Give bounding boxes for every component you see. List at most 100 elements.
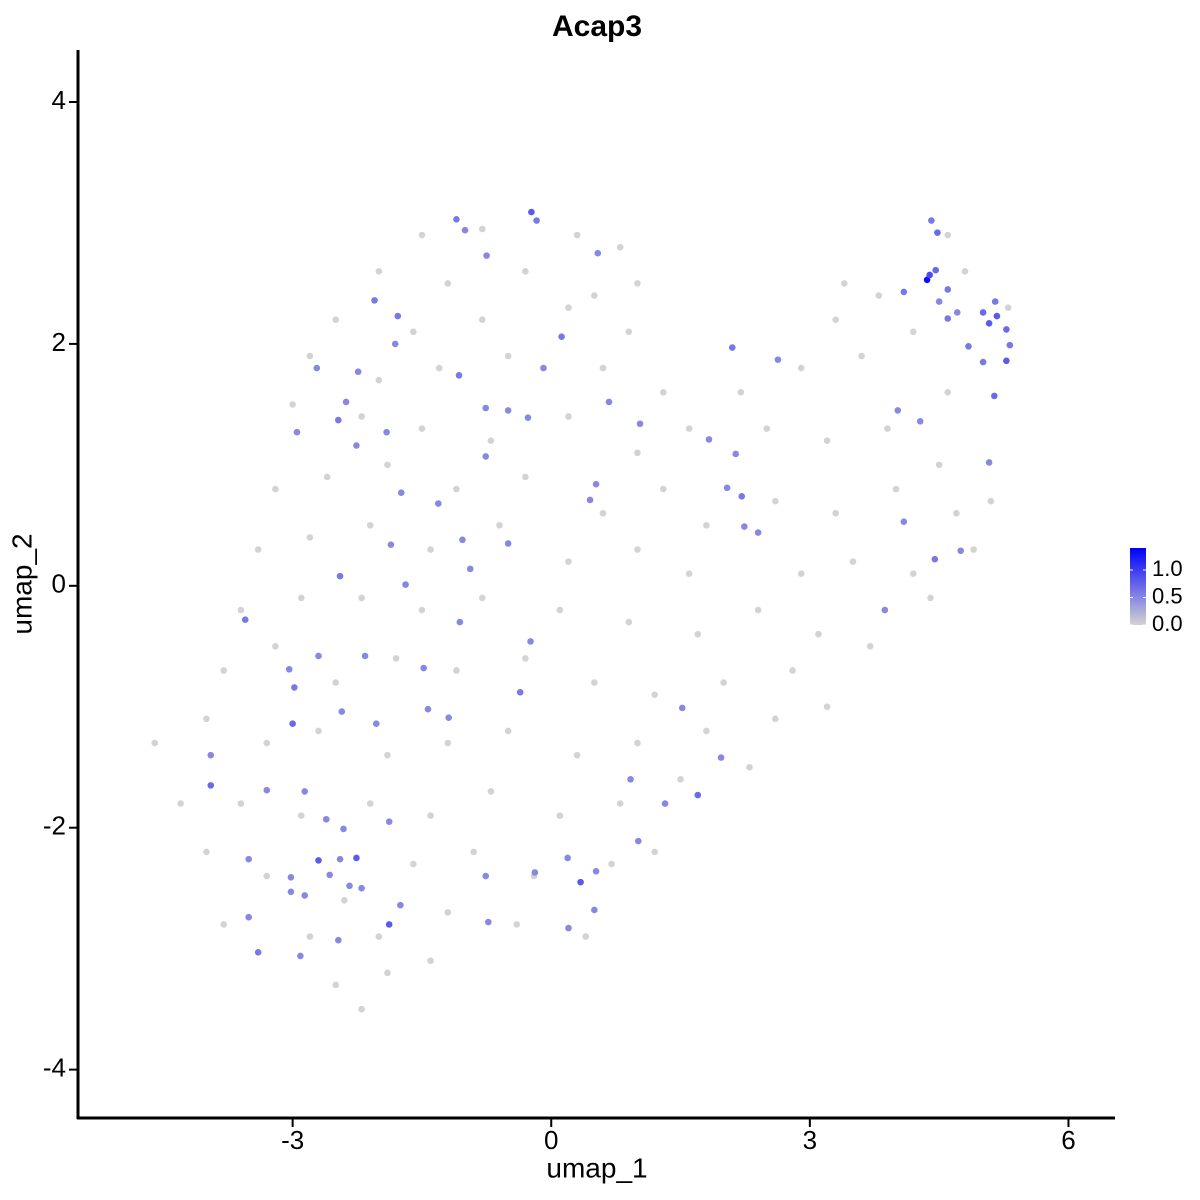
point — [338, 708, 346, 715]
point — [823, 437, 831, 444]
point — [254, 948, 262, 956]
point — [592, 480, 600, 488]
point — [932, 266, 940, 274]
point — [483, 252, 490, 259]
point — [985, 320, 993, 327]
point — [366, 522, 374, 529]
point — [420, 664, 427, 672]
point — [335, 936, 342, 944]
point — [522, 655, 529, 662]
point — [961, 268, 969, 275]
point — [241, 616, 249, 623]
point — [394, 312, 402, 320]
point — [207, 751, 215, 759]
point — [293, 428, 301, 436]
color-tick-label: 1.0 — [1152, 556, 1183, 581]
point — [625, 328, 633, 336]
point — [427, 957, 434, 965]
point — [285, 665, 293, 673]
point — [291, 684, 298, 691]
point — [358, 884, 365, 892]
point — [435, 364, 443, 372]
point — [573, 751, 581, 759]
point — [444, 280, 452, 287]
point — [720, 679, 727, 686]
point — [456, 618, 464, 626]
point — [909, 570, 917, 578]
point — [923, 276, 931, 284]
point — [832, 509, 840, 517]
point — [427, 546, 434, 553]
point — [478, 225, 486, 233]
point — [272, 485, 279, 493]
point — [496, 522, 503, 529]
point — [900, 518, 908, 526]
point — [723, 484, 731, 492]
point — [151, 739, 159, 747]
point — [485, 918, 492, 926]
point — [306, 933, 314, 940]
point — [263, 872, 271, 880]
point — [634, 449, 641, 457]
point — [297, 812, 305, 819]
point — [573, 231, 581, 239]
point — [385, 921, 393, 928]
point — [418, 425, 426, 432]
point — [685, 570, 693, 578]
point — [387, 541, 395, 548]
point — [884, 425, 891, 432]
point — [466, 565, 474, 573]
point — [424, 705, 432, 713]
point — [341, 896, 348, 904]
point — [944, 286, 952, 293]
point — [565, 558, 572, 565]
point — [410, 860, 417, 868]
point — [1004, 304, 1012, 311]
point — [556, 812, 564, 819]
point — [358, 594, 365, 602]
point — [900, 288, 908, 296]
point — [540, 364, 547, 372]
point — [565, 413, 572, 420]
point — [823, 703, 831, 711]
point — [326, 871, 334, 879]
point — [287, 888, 295, 896]
point — [531, 869, 539, 876]
point — [322, 815, 330, 823]
point — [565, 924, 572, 932]
point — [315, 727, 322, 735]
point — [627, 776, 634, 783]
point — [444, 739, 452, 747]
point — [487, 788, 495, 795]
point — [397, 489, 405, 496]
point — [478, 594, 486, 602]
point — [245, 855, 252, 863]
point — [586, 496, 594, 504]
point — [263, 739, 271, 747]
point — [931, 555, 939, 563]
point — [384, 751, 391, 759]
point — [705, 436, 713, 443]
point — [592, 867, 600, 875]
point — [391, 340, 399, 348]
point — [453, 667, 460, 674]
point — [371, 297, 378, 304]
x-tick-label: -3 — [281, 1125, 304, 1155]
point — [789, 667, 796, 674]
point — [402, 581, 409, 588]
point — [301, 892, 309, 899]
point — [660, 485, 667, 493]
point — [953, 309, 961, 316]
point — [772, 715, 779, 723]
point — [444, 909, 452, 916]
point — [841, 280, 848, 287]
point — [516, 688, 524, 696]
point — [634, 280, 641, 287]
point — [358, 1005, 365, 1013]
x-tick-label: 0 — [544, 1125, 558, 1155]
point — [763, 425, 771, 432]
point — [375, 268, 383, 275]
point — [336, 855, 344, 863]
point — [418, 231, 426, 239]
